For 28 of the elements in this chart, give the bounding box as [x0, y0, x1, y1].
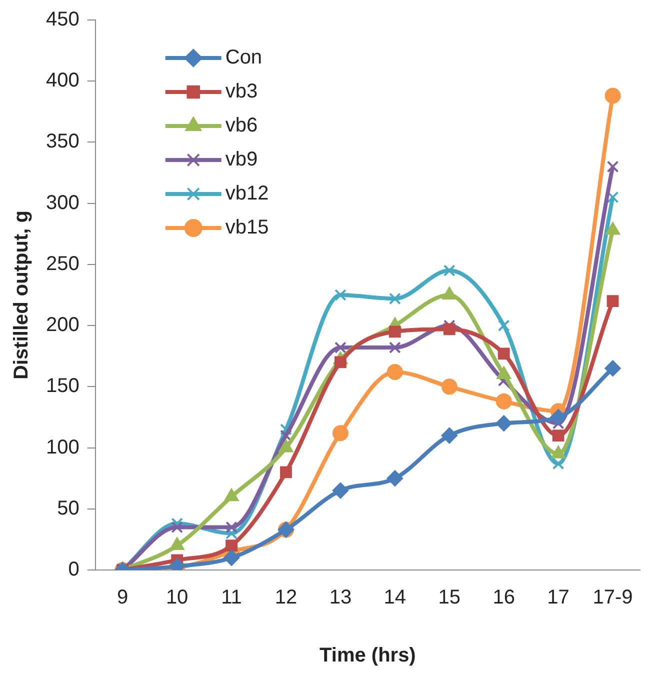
y-tick-label: 300 — [46, 192, 80, 214]
y-tick-label: 250 — [46, 252, 80, 275]
x-tick-label: 11 — [221, 586, 242, 609]
legend-label: vb9 — [225, 148, 258, 171]
x-tick-label: 17 — [547, 586, 570, 609]
y-tick-label: 350 — [46, 130, 80, 153]
legend-label: Con — [225, 46, 262, 69]
x-tick-label: 12 — [274, 586, 298, 609]
x-tick-label: 15 — [438, 586, 461, 609]
x-tick-label: 16 — [492, 586, 515, 609]
legend-label: vb12 — [225, 182, 269, 205]
y-tick-label: 200 — [46, 314, 80, 336]
y-tick-label: 400 — [46, 70, 80, 92]
y-axis-title: Distilled output, g — [10, 210, 33, 380]
x-tick-label: 9 — [117, 586, 128, 609]
y-tick-label: 450 — [46, 8, 80, 31]
legend-label: vb6 — [225, 114, 258, 137]
y-tick-label: 150 — [46, 375, 80, 398]
x-tick-label: 14 — [384, 586, 406, 609]
y-tick-label: 0 — [68, 558, 80, 581]
x-tick-label: 17-9 — [592, 586, 633, 609]
legend-label: vb3 — [225, 80, 258, 103]
x-axis-title: Time (hrs) — [320, 644, 416, 667]
x-tick-label: 10 — [166, 586, 188, 609]
y-tick-label: 50 — [57, 497, 80, 520]
legend-label: vb15 — [225, 216, 269, 239]
x-tick-label: 13 — [329, 586, 352, 609]
y-tick-label: 100 — [46, 436, 80, 458]
